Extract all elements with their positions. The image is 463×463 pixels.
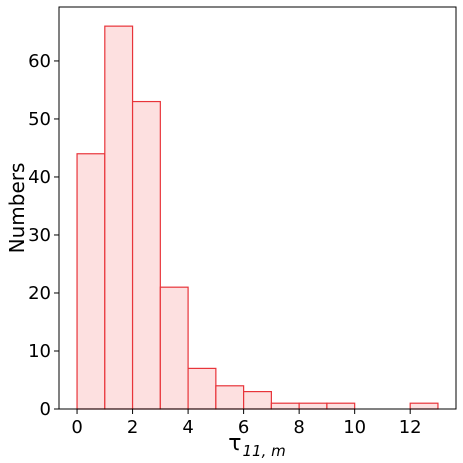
x-axis-label-base: τ <box>228 431 241 456</box>
x-tick-label: 10 <box>343 417 366 438</box>
histogram-bar <box>409 402 439 410</box>
histogram-bar <box>159 286 189 410</box>
y-tick-label: 0 <box>40 399 51 420</box>
histogram-bars <box>76 25 439 410</box>
x-axis-label: τ11, m <box>228 431 286 460</box>
histogram-bar <box>131 100 161 410</box>
histogram-bar <box>298 402 328 410</box>
x-axis-ticks: 0 2 4 6 8 10 12 <box>71 409 422 438</box>
histogram-bar <box>187 367 217 410</box>
histogram-bar <box>326 402 356 410</box>
x-tick-label: 8 <box>293 417 304 438</box>
y-axis-label: Numbers <box>5 163 29 254</box>
histogram-bar <box>270 402 300 410</box>
x-axis-label-subscript: 11, m <box>243 442 286 460</box>
y-tick-label: 60 <box>28 51 51 72</box>
histogram-bar <box>243 390 272 410</box>
histogram-bar <box>76 153 106 410</box>
y-axis-ticks: 0 10 20 30 40 50 60 <box>28 51 59 420</box>
x-tick-label: 2 <box>127 417 138 438</box>
y-tick-label: 50 <box>28 109 51 130</box>
y-tick-label: 20 <box>28 283 51 304</box>
y-tick-label: 40 <box>28 167 51 188</box>
x-tick-label: 12 <box>399 417 422 438</box>
x-tick-label: 6 <box>238 417 249 438</box>
plot-frame <box>58 6 457 410</box>
x-tick-label: 0 <box>71 417 82 438</box>
y-tick-label: 10 <box>28 341 51 362</box>
x-tick-label: 4 <box>182 417 193 438</box>
y-tick-label: 30 <box>28 225 51 246</box>
histogram-bar <box>215 385 245 410</box>
histogram-bar <box>104 25 134 410</box>
